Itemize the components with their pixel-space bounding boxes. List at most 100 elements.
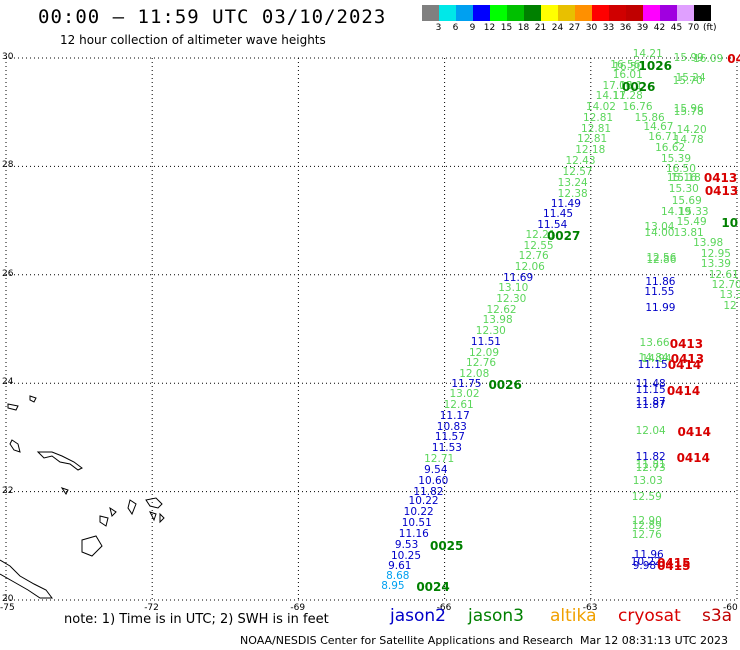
longitude-label: -69: [290, 603, 306, 613]
pass-time-label: 0414: [667, 357, 702, 372]
wave-height-value: 16.56: [610, 58, 641, 71]
pass-time-label: 0414: [676, 450, 710, 465]
scale-tick-label: 21: [534, 23, 547, 33]
wave-height-value: 14.11: [595, 90, 626, 103]
wave-height-value: 11.99: [645, 302, 676, 315]
latitude-label: 20: [2, 594, 14, 604]
wave-height-value: 15.99: [673, 52, 704, 65]
wave-height-value: 13.04: [644, 221, 675, 234]
island-shape: [81, 535, 103, 557]
longitude-label: -63: [582, 603, 598, 613]
wave-height-value: 15.24: [675, 71, 706, 84]
wave-height-value: 12.81: [583, 111, 614, 124]
wave-height-value: 10.22: [408, 495, 439, 508]
wave-height-value: 12.21: [525, 228, 556, 241]
wave-height-value: 10.60: [418, 474, 449, 487]
island-shape: [29, 395, 37, 403]
wave-height-value: 15.33: [678, 206, 709, 218]
longitude-label: -60: [723, 603, 738, 613]
wave-height-value: 13.66: [639, 337, 670, 350]
wave-height-value: 11.49: [550, 198, 581, 211]
wave-height-value: 12.18: [575, 144, 606, 157]
pass-time-label: 0026: [488, 378, 522, 393]
wave-height-value: 12.38: [557, 187, 588, 200]
wave-height-value: 11.81: [635, 458, 666, 471]
wave-height-value: 11.53: [431, 442, 462, 455]
wave-height-value: 12: [723, 300, 737, 313]
scale-tick-label: 18: [517, 23, 530, 33]
scale-swatch: [456, 5, 473, 21]
wave-height-value: 14.67: [643, 121, 674, 134]
wave-height-value: 12.06: [514, 261, 545, 274]
wave-height-value: 12.04: [635, 424, 666, 437]
wave-height-value: 11.82: [413, 485, 444, 498]
wave-height-value: 11.45: [543, 208, 574, 221]
scale-tick-label: 33: [602, 23, 615, 33]
wave-height-value: 11.55: [644, 286, 675, 299]
wave-height-value: 10.25: [390, 549, 422, 562]
altimeter-map: [0, 57, 738, 601]
wave-height-value: 12.73: [635, 461, 666, 474]
wave-height-value: 12.30: [475, 325, 506, 338]
wave-height-value: 9.54: [424, 464, 448, 476]
wave-height-value: 13.39: [700, 258, 731, 271]
map-title: 00:00 – 11:59 UTC 03/10/2023: [38, 6, 387, 28]
scale-tick-label: 3: [435, 23, 442, 33]
wave-height-value: 16.50: [665, 162, 696, 175]
pass-time-label: 0413: [704, 184, 739, 199]
wave-height-value: 14.02: [585, 100, 616, 113]
latitude-label: 26: [2, 268, 14, 279]
wave-height-value: 12.95: [700, 248, 731, 261]
wave-height-value: 12.70: [711, 278, 740, 291]
legend-cryosat: cryosat: [618, 606, 681, 626]
scale-swatch: [626, 5, 643, 21]
wave-height-value: 12.90: [631, 514, 662, 527]
scale-swatch: [422, 5, 439, 21]
island-shape: [149, 511, 157, 522]
scale-tick-label: 9: [469, 23, 476, 33]
wave-height-value: 12.76: [518, 250, 549, 263]
wave-height-value: 11.54: [537, 219, 568, 232]
legend-altika: altika: [550, 606, 597, 626]
timestamp-text: Mar 12 08:31:13 UTC 2023: [580, 634, 728, 647]
wave-height-value: 13.02: [449, 388, 480, 401]
wave-height-value: 10.83: [436, 420, 467, 433]
wave-height-value: 13.10: [498, 281, 529, 294]
wave-height-value: 12.89: [631, 520, 662, 533]
island-shape: [9, 439, 21, 453]
scale-tick-label: 12: [483, 23, 496, 33]
wave-height-value: 15.16: [666, 172, 697, 185]
wave-height-value: 15.96: [673, 103, 704, 116]
island-shape: [109, 506, 117, 517]
legend-jason2: jason2: [390, 606, 446, 626]
wave-height-value: 12.81: [577, 133, 608, 146]
lat-lon-grid: [5, 57, 738, 601]
wave-height-value: 15.49: [676, 215, 707, 228]
pass-time-label: 0027: [546, 228, 581, 243]
pass-time-label: 0414: [666, 383, 701, 398]
wave-height-value: 11.86: [645, 276, 676, 289]
wave-height-value: 14.20: [676, 123, 707, 136]
wave-height-value: 16.50: [613, 60, 644, 73]
wave-height-value: 10.22: [630, 556, 661, 569]
scale-swatch: [507, 5, 524, 21]
wave-height-value: 10.22: [403, 506, 434, 519]
scale-swatch: [575, 5, 592, 21]
legend-s3a: s3a: [702, 606, 733, 626]
pass-time-label: 0025: [429, 538, 464, 553]
wave-height-value: 13.98: [482, 314, 513, 327]
wave-height-value: 13.98: [693, 237, 724, 250]
wave-height-value: 11.96: [633, 548, 664, 561]
wave-height-value: 14.94: [641, 353, 672, 366]
scale-tick-label: 36: [619, 23, 632, 33]
island-shape: [145, 497, 163, 509]
wave-height-value: 10.51: [401, 517, 432, 530]
scale-tick-label: 30: [585, 23, 598, 33]
wave-height-value: 12.56: [646, 251, 677, 264]
wave-height-value: 15.78: [673, 106, 704, 119]
scale-swatch: [558, 5, 575, 21]
wave-height-value: 15.30: [668, 183, 699, 196]
wave-height-value: 13.81: [673, 226, 704, 239]
wave-height-value: 16.09: [693, 53, 724, 66]
wave-height-value: 12.09: [468, 346, 500, 359]
